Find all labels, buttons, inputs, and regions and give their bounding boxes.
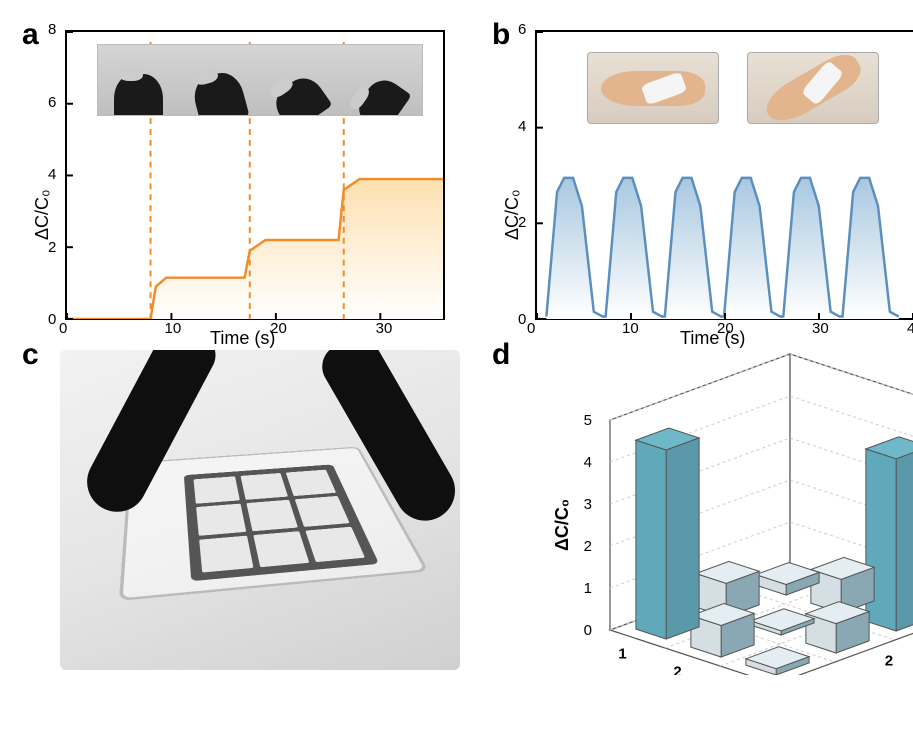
svg-text:Row: Row (894, 674, 913, 675)
svg-text:5: 5 (584, 412, 592, 429)
electrode (240, 473, 288, 500)
panel-a-chart (65, 30, 445, 320)
electrode (196, 504, 246, 536)
svg-text:1: 1 (825, 675, 833, 676)
panel-a: a 02468 0102030 ΔC/C₀ Time (s) (20, 20, 460, 320)
svg-text:0: 0 (584, 622, 592, 639)
panel-b-inset-left (587, 52, 719, 124)
svg-text:1: 1 (618, 646, 626, 663)
panel-b-inset-right (747, 52, 879, 124)
panel-b-chart (535, 30, 913, 320)
electrode (253, 531, 310, 567)
electrode (286, 470, 336, 497)
svg-text:2: 2 (885, 653, 893, 670)
inset-frame-3 (260, 45, 341, 115)
svg-text:1: 1 (584, 580, 592, 597)
svg-text:ΔC/C₀: ΔC/C₀ (552, 499, 572, 551)
panel-b-ylabel: ΔC/C₀ (502, 190, 523, 241)
electrode (246, 500, 298, 531)
panel-b: b 0246 010203040 ΔC/C₀ Time (s) (490, 20, 913, 320)
panel-a-ylabel: ΔC/C₀ (32, 190, 53, 241)
panel-d: d 012345123123ColumnRowΔC/C₀ (490, 340, 913, 680)
inset-frame-1 (98, 45, 179, 115)
sensor-array (184, 464, 379, 581)
panel-a-label: a (22, 18, 39, 52)
panel-d-chart: 012345123123ColumnRowΔC/C₀ (535, 345, 913, 675)
electrode (295, 496, 349, 527)
panel-c: c (20, 340, 460, 680)
inset-frame-2 (179, 45, 260, 115)
svg-text:3: 3 (584, 496, 592, 513)
panel-d-label: d (492, 338, 510, 372)
panel-c-photo (60, 350, 460, 670)
inset-frame-4 (341, 45, 422, 115)
panel-c-label: c (22, 338, 39, 372)
panel-a-inset-strip (97, 44, 423, 116)
electrode (199, 535, 253, 572)
svg-text:2: 2 (673, 664, 681, 676)
electrode (194, 476, 240, 504)
svg-text:4: 4 (584, 454, 592, 471)
electrode (306, 527, 365, 563)
panel-b-label: b (492, 18, 510, 52)
svg-text:2: 2 (584, 538, 592, 555)
